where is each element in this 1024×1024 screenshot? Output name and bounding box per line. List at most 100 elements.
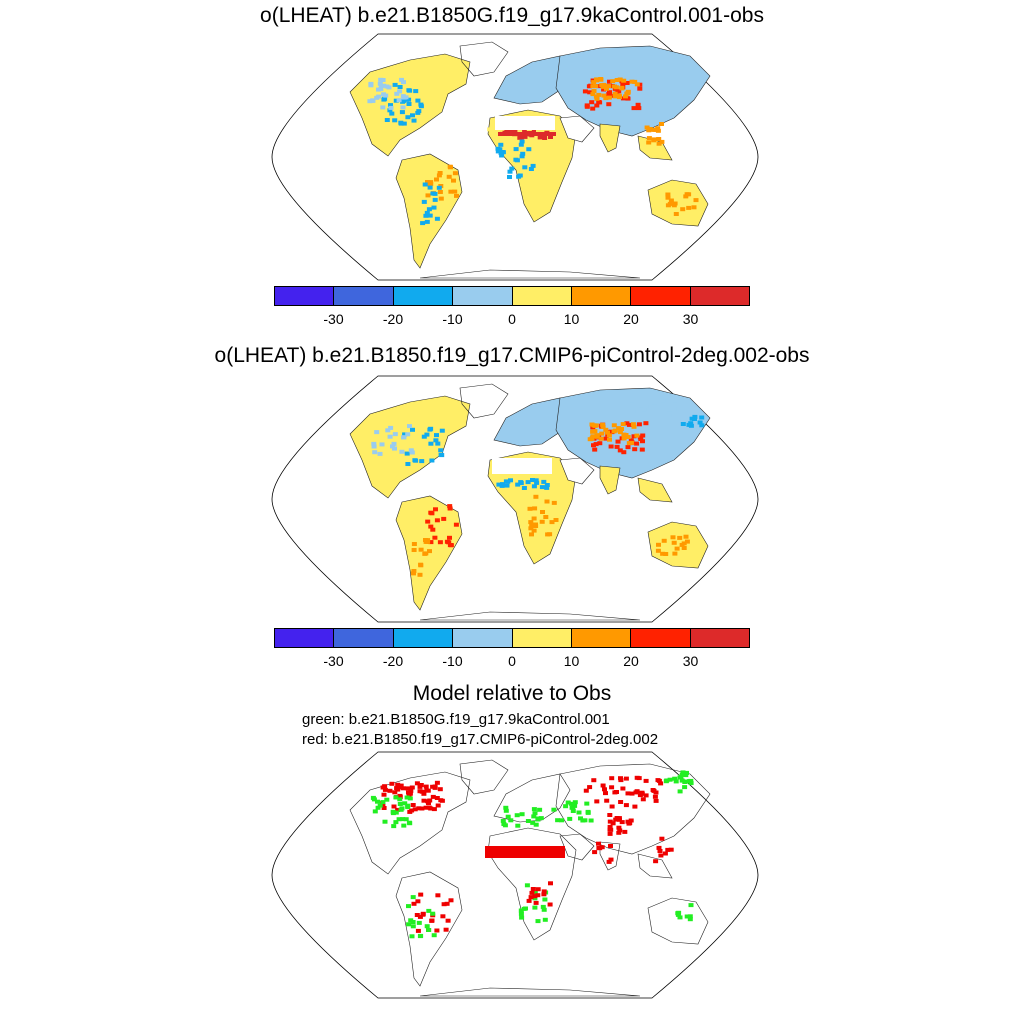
grid-cell bbox=[610, 79, 616, 84]
grid-cell bbox=[388, 105, 394, 110]
grid-cell bbox=[649, 408, 655, 413]
grid-cell bbox=[393, 810, 399, 815]
grid-cell bbox=[542, 917, 548, 922]
grid-cell bbox=[633, 790, 639, 795]
grid-cell bbox=[655, 548, 661, 553]
colorbar-swatch bbox=[453, 287, 513, 305]
grid-cell bbox=[646, 136, 652, 141]
grid-cell bbox=[674, 396, 680, 401]
grid-cell bbox=[609, 776, 615, 781]
grid-cell bbox=[621, 436, 627, 441]
grid-cell bbox=[432, 785, 438, 790]
grid-cell bbox=[435, 803, 441, 808]
grid-cell bbox=[531, 484, 537, 489]
grid-cell bbox=[507, 175, 512, 179]
grid-cell bbox=[674, 546, 680, 551]
grid-cell bbox=[651, 127, 657, 132]
grid-cell bbox=[593, 84, 599, 89]
colorbar-tick-label: -10 bbox=[442, 653, 463, 669]
grid-cell bbox=[539, 485, 545, 490]
grid-cell bbox=[688, 781, 694, 786]
grid-cell bbox=[591, 778, 597, 783]
grid-cell bbox=[607, 79, 612, 84]
grid-cell bbox=[541, 889, 547, 894]
grid-cell bbox=[672, 776, 678, 781]
grid-cell bbox=[617, 817, 622, 822]
grid-cell bbox=[496, 482, 502, 487]
grid-cell bbox=[653, 859, 659, 864]
grid-cell bbox=[679, 778, 685, 783]
grid-cell bbox=[608, 444, 614, 449]
colorbar-tick-label: 30 bbox=[682, 311, 699, 327]
grid-cell bbox=[656, 413, 661, 418]
grid-cell bbox=[636, 776, 642, 781]
grid-cell bbox=[599, 431, 605, 436]
grid-cell bbox=[518, 911, 524, 916]
grid-cell bbox=[594, 78, 600, 83]
map-content bbox=[271, 33, 759, 281]
grid-cell bbox=[607, 824, 613, 829]
grid-cell bbox=[423, 784, 429, 789]
grid-cell bbox=[382, 819, 388, 824]
grid-cell bbox=[408, 448, 414, 453]
grid-cell bbox=[392, 432, 398, 437]
grid-cell bbox=[635, 102, 641, 107]
grid-cell bbox=[434, 780, 440, 785]
grid-cell bbox=[443, 927, 449, 932]
grid-cell bbox=[387, 788, 393, 793]
grid-cell bbox=[372, 450, 378, 455]
grid-cell bbox=[616, 830, 622, 835]
grid-cell bbox=[529, 532, 534, 537]
grid-cell bbox=[660, 398, 666, 403]
grid-cell bbox=[525, 480, 531, 485]
grid-cell bbox=[509, 166, 515, 171]
map-content bbox=[271, 751, 759, 999]
land-australia bbox=[647, 897, 709, 945]
grid-cell bbox=[376, 94, 382, 99]
panel1-map-svg bbox=[271, 33, 759, 281]
grid-cell bbox=[668, 198, 674, 203]
grid-cell bbox=[397, 85, 403, 89]
colorbar-swatch bbox=[571, 629, 632, 647]
grid-cell bbox=[595, 84, 601, 89]
grid-cell bbox=[541, 907, 547, 912]
grid-cell bbox=[533, 900, 539, 905]
grid-cell bbox=[421, 434, 427, 439]
grid-cell bbox=[518, 908, 524, 913]
grid-cell bbox=[448, 189, 454, 194]
grid-cell bbox=[406, 922, 412, 927]
grid-cell bbox=[611, 423, 617, 428]
land-asia bbox=[555, 763, 711, 855]
grid-cell bbox=[545, 532, 551, 537]
grid-cell bbox=[646, 128, 652, 133]
grid-cell bbox=[590, 434, 596, 439]
grid-cell bbox=[582, 89, 588, 94]
grid-cell bbox=[687, 914, 693, 919]
grid-cell bbox=[426, 805, 432, 810]
grid-cell bbox=[409, 450, 415, 455]
grid-cell bbox=[392, 82, 398, 87]
grid-cell bbox=[565, 800, 571, 805]
grid-cell bbox=[672, 551, 678, 556]
grid-cell bbox=[637, 86, 643, 91]
grid-cell bbox=[446, 174, 452, 179]
colorbar-tick-label: 0 bbox=[508, 311, 516, 327]
grid-cell bbox=[590, 92, 596, 97]
grid-cell bbox=[522, 165, 528, 170]
grid-cell bbox=[658, 853, 664, 858]
grid-cell bbox=[639, 447, 645, 452]
land-arabia bbox=[559, 457, 595, 485]
grid-cell bbox=[535, 893, 541, 898]
grid-cell bbox=[397, 89, 403, 94]
grid-cell bbox=[684, 770, 689, 775]
grid-cell bbox=[430, 527, 436, 532]
grid-cell bbox=[438, 196, 444, 201]
grid-cell bbox=[434, 518, 440, 523]
grid-cell bbox=[433, 507, 438, 512]
grid-cell bbox=[381, 792, 387, 797]
grid-cell bbox=[671, 540, 677, 545]
grid-cell bbox=[503, 805, 509, 810]
grid-cell bbox=[616, 426, 622, 431]
grid-cell bbox=[608, 857, 614, 862]
grid-cell bbox=[503, 479, 509, 484]
